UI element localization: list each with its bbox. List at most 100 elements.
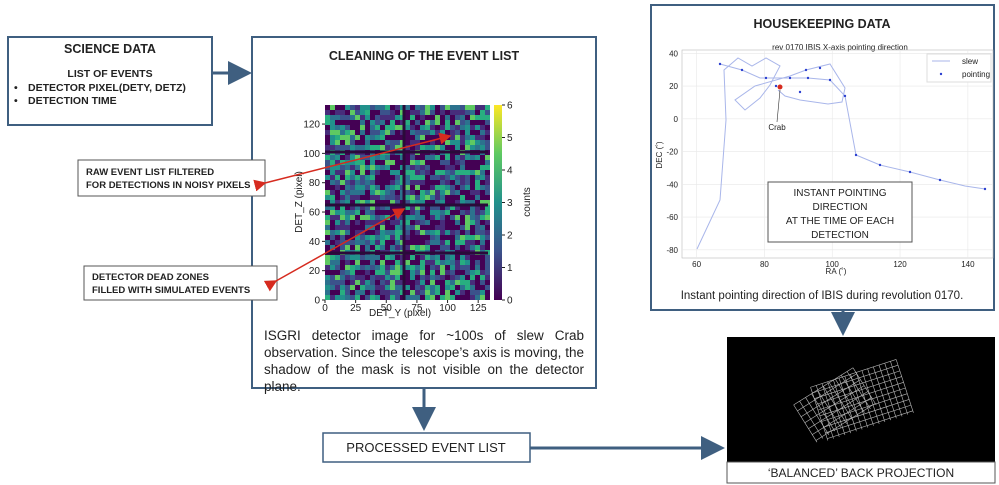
pixel (415, 210, 420, 215)
pixel (380, 195, 385, 200)
pixel (485, 270, 490, 275)
pixel (340, 265, 345, 270)
pixel (355, 220, 360, 225)
pixel (395, 155, 400, 160)
pixel (470, 270, 475, 275)
pixel (370, 210, 375, 215)
pixel (475, 190, 480, 195)
pixel (475, 170, 480, 175)
pixel (360, 270, 365, 275)
pixel (455, 235, 460, 240)
pixel (410, 275, 415, 280)
pixel (325, 135, 330, 140)
pixel (390, 265, 395, 270)
pixel (460, 290, 465, 295)
pixel (385, 125, 390, 130)
pixel (330, 285, 335, 290)
pixel (465, 105, 470, 110)
pixel (340, 230, 345, 235)
pixel (350, 275, 355, 280)
pixel (340, 290, 345, 295)
pixel (390, 230, 395, 235)
pixel (485, 255, 490, 260)
pixel (375, 115, 380, 120)
y-tick-label: 20 (309, 266, 321, 277)
pixel (480, 255, 485, 260)
pixel (485, 160, 490, 165)
pixel (375, 295, 380, 300)
pixel (455, 285, 460, 290)
pixel (430, 130, 435, 135)
pixel (440, 130, 445, 135)
pixel (410, 155, 415, 160)
pixel (475, 165, 480, 170)
pixel (475, 110, 480, 115)
pixel (440, 285, 445, 290)
pixel (340, 145, 345, 150)
pixel (365, 290, 370, 295)
pixel (365, 115, 370, 120)
pixel (450, 145, 455, 150)
pixel (450, 180, 455, 185)
pixel (355, 180, 360, 185)
pixel (415, 215, 420, 220)
pixel (395, 185, 400, 190)
pixel (340, 255, 345, 260)
pixel (440, 260, 445, 265)
pixel (445, 155, 450, 160)
pixel (390, 255, 395, 260)
pixel (420, 170, 425, 175)
y-tick-label: 40 (669, 49, 678, 58)
pixel (450, 285, 455, 290)
pixel (350, 280, 355, 285)
pixel (355, 270, 360, 275)
pixel (455, 290, 460, 295)
pixel (370, 185, 375, 190)
pixel (375, 130, 380, 135)
pixel (485, 190, 490, 195)
pixel (460, 165, 465, 170)
pixel (450, 260, 455, 265)
pixel (430, 265, 435, 270)
pixel (465, 225, 470, 230)
pixel (445, 230, 450, 235)
pixel (440, 215, 445, 220)
pixel (380, 105, 385, 110)
pixel (425, 125, 430, 130)
pixel (475, 195, 480, 200)
pixel (375, 230, 380, 235)
pixel (480, 220, 485, 225)
pixel (410, 125, 415, 130)
pixel (340, 170, 345, 175)
pixel (435, 145, 440, 150)
pixel (385, 115, 390, 120)
pixel (410, 245, 415, 250)
pixel (335, 280, 340, 285)
pixel (345, 195, 350, 200)
pixel (370, 145, 375, 150)
pixel (435, 245, 440, 250)
pixel (425, 170, 430, 175)
pixel (455, 215, 460, 220)
pixel (435, 240, 440, 245)
legend-swatch (940, 73, 942, 75)
pixel (325, 220, 330, 225)
pixel (345, 290, 350, 295)
pixel (460, 270, 465, 275)
colorbar-tick-label: 6 (507, 101, 513, 112)
pixel (390, 220, 395, 225)
pixel (395, 235, 400, 240)
pixel (350, 225, 355, 230)
pixel (445, 120, 450, 125)
pixel (465, 210, 470, 215)
pixel (355, 260, 360, 265)
pixel (465, 280, 470, 285)
pixel (445, 295, 450, 300)
pixel (485, 215, 490, 220)
pixel (365, 185, 370, 190)
pixel (465, 165, 470, 170)
pixel (405, 220, 410, 225)
science-title: SCIENCE DATA (64, 42, 156, 56)
pixel (420, 215, 425, 220)
pixel (440, 105, 445, 110)
